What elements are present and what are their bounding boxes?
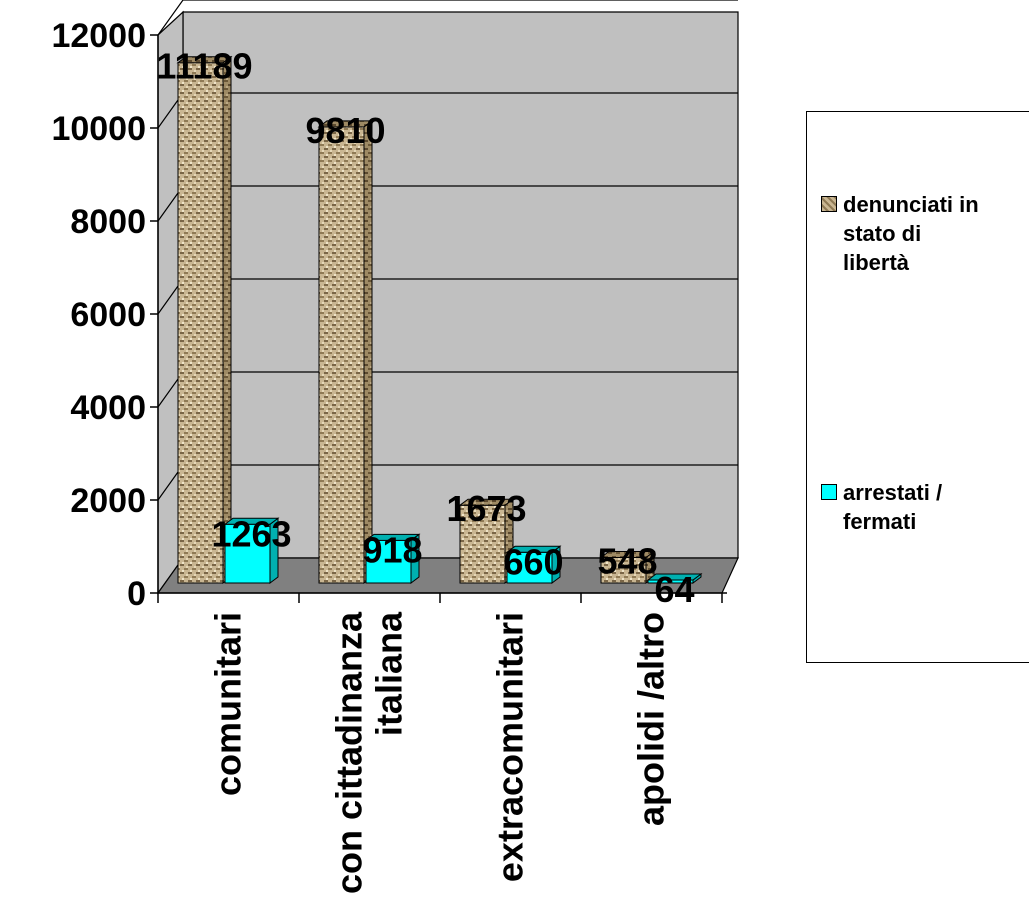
y-tick-label: 2000 <box>70 482 146 520</box>
x-category-label: extracomunitari <box>490 612 531 882</box>
data-label-arrestati: 1263 <box>211 513 291 554</box>
legend-swatch-denunciati <box>821 196 837 212</box>
bar-denunciati <box>178 57 231 583</box>
legend-label-arrestati: arrestati / fermati <box>843 478 1029 536</box>
data-label-arrestati: 918 <box>362 529 422 570</box>
data-label-arrestati: 64 <box>654 569 694 610</box>
bar-denunciati-front <box>178 63 223 583</box>
data-label-denunciati: 11189 <box>156 46 252 87</box>
x-category-label: apolidi /altro <box>631 612 672 826</box>
legend: denunciati in stato di libertà arrestati… <box>806 111 1029 663</box>
y-tick-label: 4000 <box>70 389 146 427</box>
data-label-denunciati: 1673 <box>446 488 526 529</box>
y-tick-label: 8000 <box>70 203 146 241</box>
legend-item-arrestati: arrestati / fermati <box>821 478 1029 536</box>
x-category-label: comunitari <box>208 612 249 796</box>
bar-denunciati-side <box>364 121 372 583</box>
back-wall <box>183 12 738 558</box>
legend-item-denunciati: denunciati in stato di libertà <box>821 190 1029 277</box>
data-label-denunciati: 9810 <box>305 110 385 151</box>
legend-swatch-arrestati <box>821 484 837 500</box>
y-tick-label: 12000 <box>51 17 146 55</box>
legend-label-denunciati: denunciati in stato di libertà <box>843 190 1029 277</box>
data-label-denunciati: 548 <box>597 541 657 582</box>
y-tick-label: 10000 <box>51 110 146 148</box>
bar-denunciati <box>319 121 372 583</box>
x-category-label: italiana <box>369 611 410 736</box>
bar-denunciati-front <box>319 127 364 583</box>
y-tick-label: 0 <box>127 575 146 613</box>
y-tick-label: 6000 <box>70 296 146 334</box>
x-category-label: con cittadinanza <box>329 611 370 894</box>
data-label-arrestati: 660 <box>503 541 563 582</box>
bar-denunciati-side <box>223 57 231 583</box>
